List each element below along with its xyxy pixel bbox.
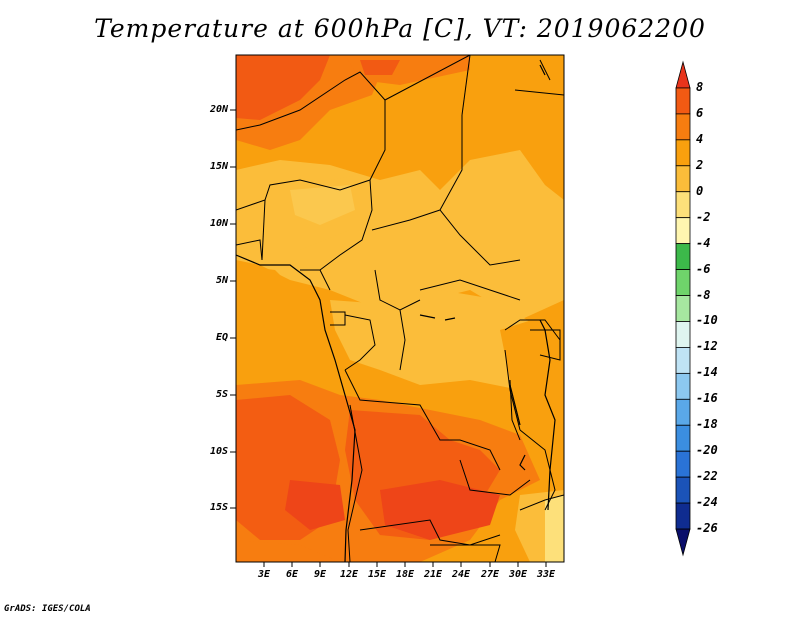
lon-label-27e: 27E <box>480 569 500 580</box>
colorbar-swatch <box>675 528 691 557</box>
lat-label-5s: 5S <box>215 389 228 400</box>
colorbar-swatch <box>675 502 691 530</box>
lat-label-5n: 5N <box>215 275 228 286</box>
colorbar-label: -8 <box>696 287 711 302</box>
colorbar-swatch <box>675 113 691 141</box>
lat-label-10s: 10S <box>209 446 228 457</box>
colorbar-label: -6 <box>696 261 711 276</box>
colorbar-swatch <box>675 60 691 89</box>
lon-ticks <box>263 562 547 567</box>
colorbar-label: 6 <box>696 105 704 120</box>
colorbar-label: 8 <box>696 79 704 94</box>
colorbar-swatch <box>675 347 691 374</box>
lat-ticks <box>230 109 236 509</box>
map-frame <box>235 54 565 563</box>
colorbar-swatch <box>675 424 691 452</box>
colorbar-label: -24 <box>696 495 718 510</box>
colorbar-label: -2 <box>696 209 711 224</box>
colorbar-label: -20 <box>696 443 718 458</box>
colorbar-swatch <box>675 139 691 167</box>
lon-label-6e: 6E <box>285 569 299 580</box>
colorbar-label: -10 <box>696 313 718 328</box>
colorbar-label: -18 <box>696 417 718 432</box>
colorbar-label: -12 <box>696 339 718 354</box>
coastline <box>236 64 556 562</box>
lon-label-18e: 18E <box>395 569 415 580</box>
colorbar-swatch <box>675 269 691 296</box>
colorbar-label: 4 <box>696 131 704 146</box>
colorbar-label: -16 <box>696 391 718 406</box>
lat-label-15s: 15S <box>209 502 228 513</box>
lon-label-12e: 12E <box>339 569 359 580</box>
lon-label-9e: 9E <box>313 569 327 580</box>
colorbar-swatch <box>675 450 691 478</box>
lat-label-20n: 20N <box>209 104 228 115</box>
colorbar-swatch <box>675 398 691 426</box>
colorbar-swatch <box>675 217 691 245</box>
lon-label-3e: 3E <box>257 569 271 580</box>
colorbar-swatch <box>675 165 691 193</box>
map-title: Temperature at 600hPa [C], VT: 201906220… <box>94 14 706 43</box>
colorbar-swatch <box>675 372 691 400</box>
colorbar-swatch <box>675 295 691 322</box>
lon-label-24e: 24E <box>451 569 471 580</box>
lon-label-33e: 33E <box>536 569 556 580</box>
colorbar-swatch <box>675 87 691 115</box>
lat-label-10n: 10N <box>209 218 228 229</box>
lon-label-15e: 15E <box>367 569 387 580</box>
colorbar-swatch <box>675 243 691 270</box>
colorbar-label: 0 <box>696 183 704 198</box>
colorbar <box>675 60 691 557</box>
colorbar-label: -26 <box>696 521 718 536</box>
colorbar-label: 2 <box>696 157 704 172</box>
colorbar-label: -22 <box>696 469 718 484</box>
country-borders <box>236 55 564 562</box>
colorbar-swatch <box>675 476 691 504</box>
colorbar-label: -14 <box>696 365 718 380</box>
colorbar-swatch <box>675 191 691 219</box>
lon-label-30e: 30E <box>508 569 528 580</box>
lat-label-eq: EQ <box>215 332 228 343</box>
colorbar-swatch <box>675 321 691 348</box>
temperature-field <box>236 55 564 562</box>
lon-label-21e: 21E <box>423 569 443 580</box>
colorbar-label: -4 <box>696 235 711 250</box>
grads-credit: GrADS: IGES/COLA <box>4 604 91 614</box>
lat-label-15n: 15N <box>209 161 228 172</box>
